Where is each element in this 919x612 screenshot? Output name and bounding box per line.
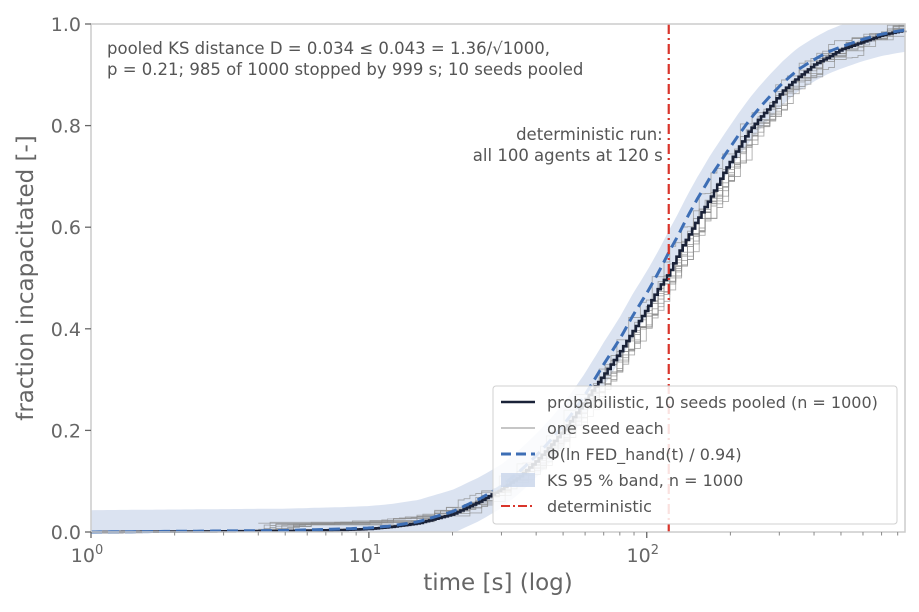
legend-label: probabilistic, 10 seeds pooled (n = 1000… xyxy=(547,393,878,412)
axis-ticks: 100 101 102 0.0 0.2 0.4 0.6 0.8 1.0 xyxy=(51,14,899,567)
ks-band xyxy=(91,24,905,532)
legend-box xyxy=(492,385,898,525)
seed-curve xyxy=(258,29,906,533)
legend-items: probabilistic, 10 seeds pooled (n = 1000… xyxy=(501,393,878,516)
plot-frame xyxy=(90,23,906,533)
y-tick-label: 0.0 xyxy=(51,522,81,544)
legend-swatch-band xyxy=(501,473,535,487)
x-tick-label: 102 xyxy=(627,543,659,567)
legend-label: Φ(ln FED_hand(t) / 0.94) xyxy=(547,445,742,465)
x-tick-label: 100 xyxy=(71,543,103,567)
legend: probabilistic, 10 seeds pooled (n = 1000… xyxy=(492,385,898,525)
legend-label: deterministic xyxy=(547,497,652,516)
x-axis-title: time [s] (log) xyxy=(423,570,573,596)
stats-annotation-line2: p = 0.21; 985 of 1000 stopped by 999 s; … xyxy=(107,60,583,79)
y-tick-label: 0.4 xyxy=(51,319,81,341)
legend-label: KS 95 % band, n = 1000 xyxy=(547,471,743,490)
y-axis-title: fraction incapacitated [-] xyxy=(13,135,39,421)
y-tick-label: 0.2 xyxy=(51,420,81,442)
x-tick-label: 101 xyxy=(349,543,381,567)
deterministic-annotation-line2: all 100 agents at 120 s xyxy=(473,146,663,165)
y-tick-label: 0.6 xyxy=(51,217,81,239)
stats-annotation-line1: pooled KS distance D = 0.034 ≤ 0.043 = 1… xyxy=(107,39,550,58)
seed-curve xyxy=(258,27,905,533)
y-tick-label: 1.0 xyxy=(51,14,81,36)
ks-band-layer xyxy=(91,24,905,532)
legend-label: one seed each xyxy=(547,419,664,438)
y-tick-label: 0.8 xyxy=(51,116,81,138)
deterministic-annotation-line1: deterministic run: xyxy=(516,125,663,144)
